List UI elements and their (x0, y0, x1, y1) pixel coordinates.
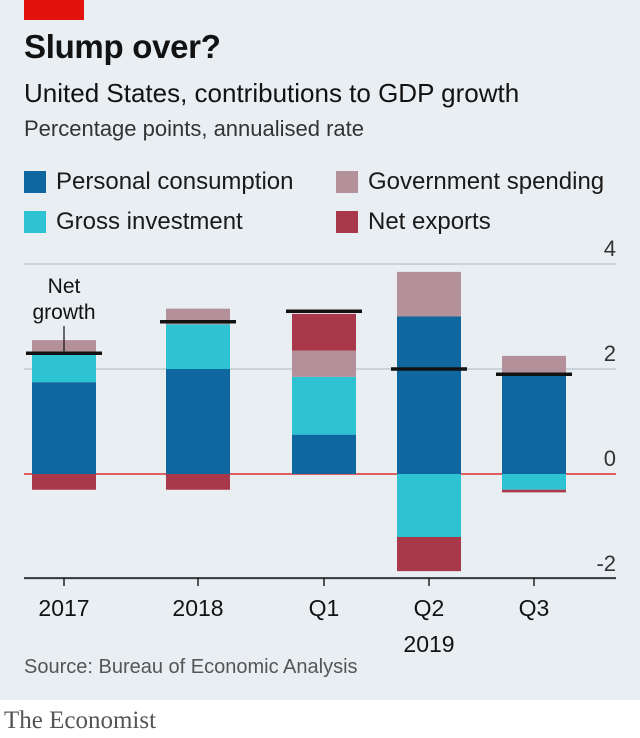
bar-segment (166, 369, 230, 474)
bar-segment (292, 313, 356, 351)
bar-segment (502, 474, 566, 490)
bar-segment (397, 537, 461, 572)
economist-logo: The Economist (4, 707, 157, 734)
y-tick-label: 0 (604, 446, 616, 471)
x-tick-label: Q3 (519, 595, 550, 621)
legend-item-net-exports: Net exports (336, 208, 491, 236)
x-tick-label: Q1 (309, 595, 340, 621)
bar-segment (166, 324, 230, 369)
legend-label: Personal consumption (56, 168, 294, 195)
legend-item-personal-consumption: Personal consumption (24, 168, 293, 196)
legend-item-gross-investment: Gross investment (24, 208, 243, 236)
legend-swatch (336, 211, 358, 233)
bar-segment (397, 271, 461, 317)
x-tick-label: 2018 (172, 595, 223, 621)
y-tick-label: 2 (604, 341, 616, 366)
x-tick-label: 2017 (38, 595, 89, 621)
legend-swatch (24, 171, 46, 193)
legend-swatch (336, 171, 358, 193)
chart-unit: Percentage points, annualised rate (24, 116, 365, 141)
bar-segment (502, 355, 566, 375)
legend-item-government-spending: Government spending (336, 168, 604, 196)
annotation-net-growth-line1: Net (48, 275, 81, 298)
brand-tag (24, 0, 84, 20)
x-tick-label: Q2 (414, 595, 445, 621)
bar-segment (397, 316, 461, 474)
annotation-net-growth-line2: growth (32, 301, 95, 324)
bar-segment (292, 376, 356, 435)
bar-segment (32, 382, 96, 474)
bar-segment (502, 374, 566, 474)
legend-swatch (24, 211, 46, 233)
gdp-contribution-chart: 4 2 0 -2 2017 2018 Q1 Q2 Q3 2019 Net growth (24, 236, 616, 657)
legend-label: Government spending (368, 168, 605, 195)
x-group-label: 2019 (403, 631, 454, 657)
bar-segment (32, 353, 96, 383)
bar-segment (32, 474, 96, 490)
y-tick-label: -2 (596, 551, 616, 576)
chart-title: Slump over? (24, 28, 221, 65)
bar-segment (502, 489, 566, 493)
legend-label: Gross investment (56, 208, 243, 235)
bar-segment (292, 350, 356, 377)
bar-segment (397, 474, 461, 537)
y-tick-label: 4 (604, 236, 616, 261)
bar-segment (166, 474, 230, 490)
bar-segment (292, 434, 356, 474)
source-note: Source: Bureau of Economic Analysis (24, 656, 358, 678)
legend-label: Net exports (368, 208, 491, 235)
chart-subtitle: United States, contributions to GDP grow… (24, 78, 520, 108)
